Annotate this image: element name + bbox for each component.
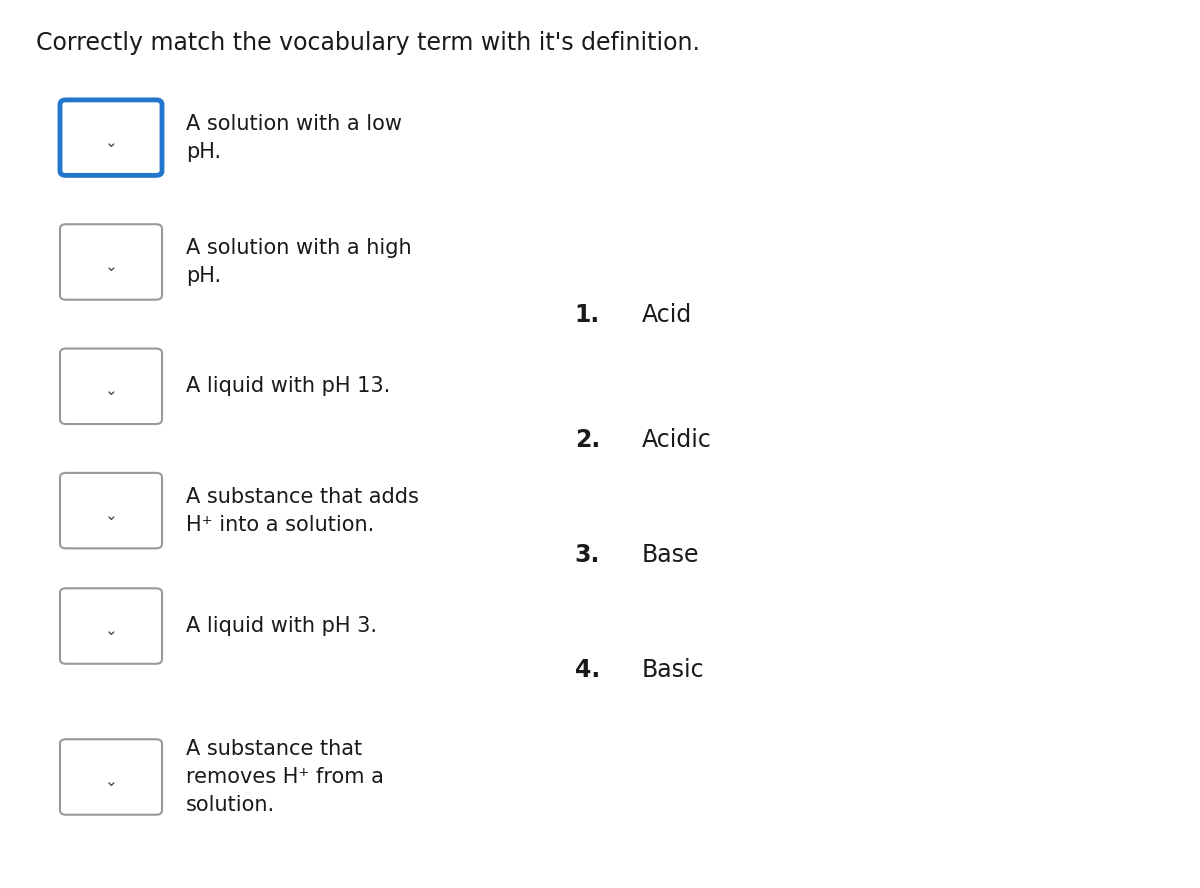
Text: 3.: 3.	[575, 543, 600, 567]
Text: A substance that adds
H⁺ into a solution.: A substance that adds H⁺ into a solution…	[186, 487, 419, 535]
FancyBboxPatch shape	[60, 100, 162, 176]
Text: 2.: 2.	[575, 427, 600, 452]
Text: Acidic: Acidic	[642, 427, 712, 452]
Text: A liquid with pH 13.: A liquid with pH 13.	[186, 377, 390, 396]
Text: ⌄: ⌄	[104, 259, 118, 274]
Text: ⌄: ⌄	[104, 508, 118, 522]
Text: A solution with a low
pH.: A solution with a low pH.	[186, 114, 402, 162]
Text: Acid: Acid	[642, 303, 692, 328]
Text: A substance that
removes H⁺ from a
solution.: A substance that removes H⁺ from a solut…	[186, 739, 384, 815]
Text: A liquid with pH 3.: A liquid with pH 3.	[186, 616, 377, 636]
Text: 1.: 1.	[575, 303, 600, 328]
FancyBboxPatch shape	[60, 472, 162, 549]
Text: ⌄: ⌄	[104, 623, 118, 638]
Text: ⌄: ⌄	[104, 135, 118, 149]
Text: Base: Base	[642, 543, 700, 567]
Text: Correctly match the vocabulary term with it's definition.: Correctly match the vocabulary term with…	[36, 31, 700, 55]
Text: 4.: 4.	[575, 658, 600, 683]
Text: ⌄: ⌄	[104, 384, 118, 398]
Text: ⌄: ⌄	[104, 774, 118, 789]
FancyBboxPatch shape	[60, 739, 162, 815]
FancyBboxPatch shape	[60, 225, 162, 300]
Text: Basic: Basic	[642, 658, 704, 683]
Text: A solution with a high
pH.: A solution with a high pH.	[186, 238, 412, 286]
FancyBboxPatch shape	[60, 349, 162, 424]
FancyBboxPatch shape	[60, 589, 162, 664]
